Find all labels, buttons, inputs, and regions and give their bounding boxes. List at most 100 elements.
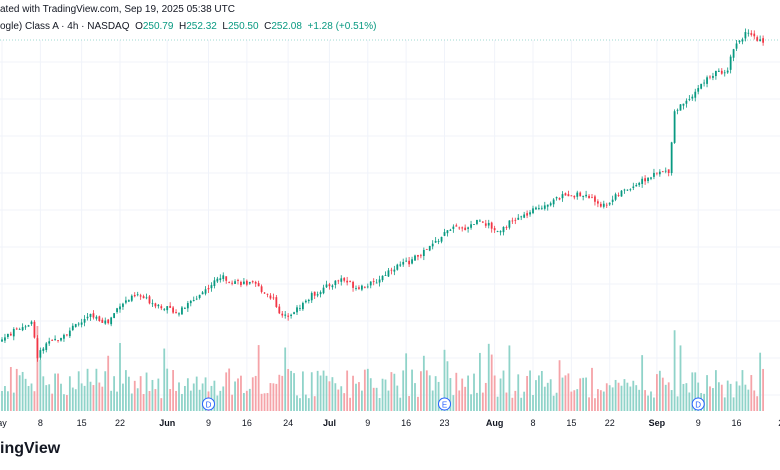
volume-bar — [275, 383, 278, 411]
candle — [676, 108, 679, 115]
candle — [127, 299, 130, 303]
candle — [18, 327, 21, 330]
candle — [650, 176, 652, 181]
volume-bar — [346, 370, 349, 411]
volume-bar — [349, 397, 351, 411]
candle — [222, 272, 225, 282]
candle — [446, 230, 449, 237]
volume-bar — [549, 379, 552, 411]
volume-bar — [467, 375, 469, 411]
candle — [290, 313, 292, 319]
volume-bar — [169, 389, 172, 411]
x-tick-label: 16 — [401, 418, 411, 428]
candle-body — [502, 226, 505, 233]
candle — [278, 303, 281, 315]
volume-bar — [691, 372, 694, 411]
candle — [189, 299, 192, 307]
candle-body — [579, 192, 582, 197]
candle — [101, 317, 104, 323]
volume-bar — [361, 390, 363, 411]
candle-body — [487, 222, 490, 226]
candle — [455, 223, 458, 227]
candle — [366, 283, 369, 289]
volume-bar — [98, 382, 101, 411]
volume-bar — [216, 395, 219, 411]
volume-bar — [667, 382, 670, 411]
candle — [145, 293, 148, 300]
candle — [45, 341, 48, 353]
volume-bar — [375, 387, 378, 411]
candle-body — [204, 289, 207, 294]
candle — [148, 294, 151, 305]
candle-body — [127, 300, 130, 302]
candle — [682, 103, 685, 110]
candle — [186, 300, 189, 312]
volume-bar — [567, 373, 570, 411]
candle — [570, 195, 573, 197]
volume-bar — [570, 391, 573, 411]
candle-body — [372, 281, 375, 282]
candle-body — [51, 340, 54, 341]
volume-bar — [597, 389, 599, 411]
x-tick-label: Jul — [323, 418, 336, 428]
candle — [9, 331, 12, 337]
candle — [476, 219, 478, 226]
volume-bar — [679, 345, 682, 411]
volume-bar — [290, 370, 292, 411]
candle — [192, 296, 195, 302]
candle-body — [266, 293, 269, 295]
candle — [549, 201, 552, 207]
volume-bar — [422, 355, 425, 411]
candle-body — [71, 325, 74, 330]
candle-body — [635, 185, 638, 187]
candle — [154, 302, 157, 309]
candle — [60, 337, 62, 342]
candle — [254, 280, 257, 287]
candle — [272, 293, 275, 300]
candle — [470, 220, 472, 230]
volume-bar — [455, 372, 458, 411]
candle — [546, 204, 549, 211]
candle-body — [166, 306, 169, 311]
volume-bar — [225, 372, 228, 411]
candle — [656, 172, 658, 176]
candle — [396, 263, 399, 271]
candle — [219, 274, 222, 283]
candle-body — [526, 213, 528, 216]
volume-bar — [653, 397, 655, 411]
volume-bar — [582, 377, 585, 411]
volume-bar — [759, 352, 762, 411]
candle — [511, 217, 514, 224]
volume-bar — [299, 398, 301, 411]
volume-bar — [21, 371, 24, 411]
candle-body — [723, 72, 726, 74]
candle — [86, 313, 89, 321]
candle-body — [408, 260, 410, 265]
candle-body — [24, 326, 27, 328]
volume-bar — [54, 373, 56, 411]
x-tick-label: 15 — [566, 418, 576, 428]
candle-body — [741, 39, 744, 42]
candle — [234, 279, 236, 285]
volume-bar — [502, 370, 505, 411]
candle — [558, 197, 561, 201]
candle-body — [184, 308, 186, 310]
candle-body — [493, 228, 496, 231]
volume-bar — [95, 368, 98, 411]
x-tick-label: 23 — [439, 418, 449, 428]
candle — [92, 310, 95, 320]
candle-body — [80, 322, 83, 325]
volume-bar — [363, 369, 366, 411]
candle — [248, 281, 251, 285]
candle — [422, 247, 425, 261]
candle-body — [647, 177, 649, 182]
candle-body — [712, 75, 714, 78]
x-tick-label: 8 — [530, 418, 535, 428]
candle — [505, 225, 508, 230]
candle-body — [352, 281, 354, 288]
candle-body — [558, 198, 561, 200]
candle — [381, 275, 384, 283]
volume-bar — [160, 398, 163, 411]
candle-body — [641, 178, 644, 184]
